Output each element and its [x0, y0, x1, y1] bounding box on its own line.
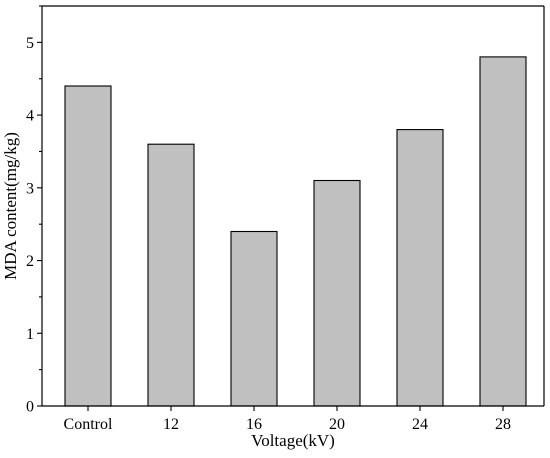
y-tick-label: 1 — [26, 326, 34, 343]
y-tick-label: 2 — [26, 253, 34, 270]
y-tick-label: 0 — [26, 399, 34, 416]
bar-16 — [230, 230, 278, 407]
x-ticks: Control 12 16 20 24 28 — [64, 406, 511, 433]
bar-control — [64, 85, 112, 407]
bars-layer — [64, 56, 527, 407]
bar-12 — [147, 143, 195, 407]
x-tick-label: 24 — [412, 416, 428, 433]
y-ticks: 0 1 2 3 4 5 — [26, 5, 42, 416]
y-tick-label: 5 — [26, 35, 34, 52]
bar-20 — [313, 179, 361, 407]
x-axis-title: Voltage(kV) — [251, 431, 335, 450]
x-tick-label: 20 — [329, 416, 345, 433]
bar-28 — [479, 56, 527, 407]
y-axis-title: MDA content(mg/kg) — [1, 132, 20, 280]
y-tick-label: 4 — [26, 108, 34, 125]
plot-frame — [41, 5, 545, 407]
x-tick-label: Control — [64, 416, 113, 433]
y-tick-label: 3 — [26, 180, 34, 197]
bar-24 — [396, 129, 444, 407]
x-tick-label: 28 — [495, 416, 511, 433]
x-tick-label: 16 — [246, 416, 262, 433]
x-tick-label: 12 — [163, 416, 179, 433]
